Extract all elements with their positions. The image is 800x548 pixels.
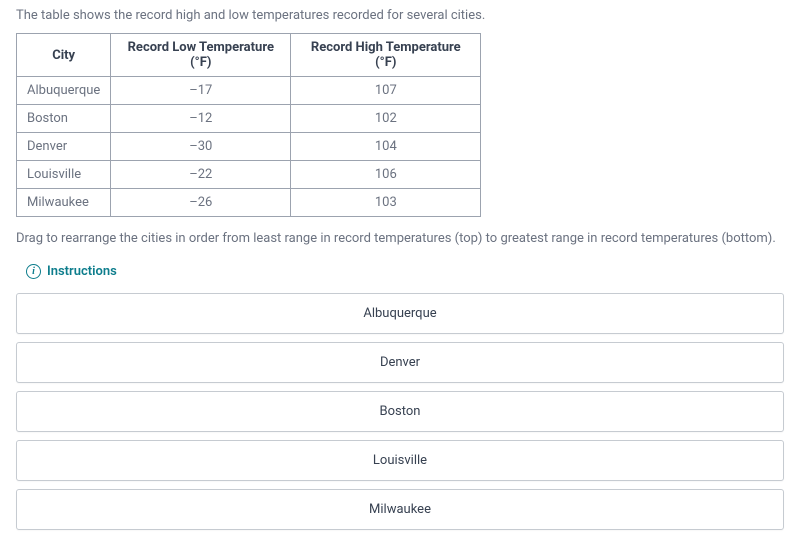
drag-item[interactable]: Boston	[16, 391, 784, 432]
instructions-button[interactable]: i Instructions	[26, 264, 784, 279]
cell-city: Milwaukee	[17, 189, 111, 217]
col-high: Record High Temperature (°F)	[291, 34, 481, 77]
cell-city: Denver	[17, 133, 111, 161]
col-low: Record Low Temperature (°F)	[111, 34, 291, 77]
drag-instruction: Drag to rearrange the cities in order fr…	[16, 231, 784, 246]
table-row: Denver –30 104	[17, 133, 481, 161]
cell-city: Boston	[17, 105, 111, 133]
drag-item[interactable]: Louisville	[16, 440, 784, 481]
cell-high: 103	[291, 189, 481, 217]
cell-low: –26	[111, 189, 291, 217]
cell-low: –12	[111, 105, 291, 133]
table-header-row: City Record Low Temperature (°F) Record …	[17, 34, 481, 77]
cell-low: –17	[111, 77, 291, 105]
table-row: Boston –12 102	[17, 105, 481, 133]
table-row: Louisville –22 106	[17, 161, 481, 189]
cell-high: 106	[291, 161, 481, 189]
drag-item[interactable]: Denver	[16, 342, 784, 383]
drag-list: Albuquerque Denver Boston Louisville Mil…	[16, 293, 784, 530]
cell-high: 104	[291, 133, 481, 161]
cell-city: Albuquerque	[17, 77, 111, 105]
cell-high: 102	[291, 105, 481, 133]
table-row: Milwaukee –26 103	[17, 189, 481, 217]
intro-text: The table shows the record high and low …	[16, 8, 784, 23]
info-icon: i	[26, 264, 41, 279]
cell-low: –22	[111, 161, 291, 189]
drag-item[interactable]: Milwaukee	[16, 489, 784, 530]
drag-item[interactable]: Albuquerque	[16, 293, 784, 334]
cell-city: Louisville	[17, 161, 111, 189]
col-city: City	[17, 34, 111, 77]
table-row: Albuquerque –17 107	[17, 77, 481, 105]
cell-low: –30	[111, 133, 291, 161]
instructions-label: Instructions	[47, 264, 117, 279]
cell-high: 107	[291, 77, 481, 105]
temperature-table: City Record Low Temperature (°F) Record …	[16, 33, 481, 217]
